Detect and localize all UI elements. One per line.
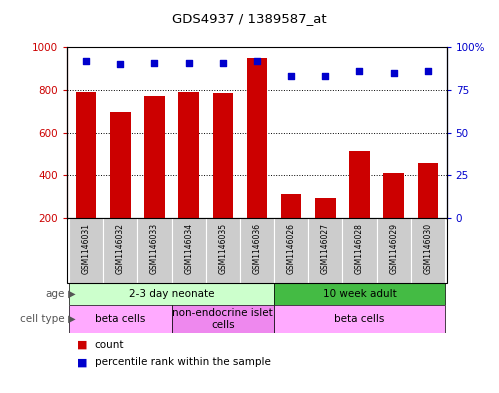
Text: cell type: cell type — [20, 314, 65, 324]
Point — [185, 59, 193, 66]
Text: non-endocrine islet
cells: non-endocrine islet cells — [173, 308, 273, 329]
Text: GDS4937 / 1389587_at: GDS4937 / 1389587_at — [172, 12, 327, 25]
Bar — [69, 218, 103, 283]
Text: GSM1146030: GSM1146030 — [423, 223, 432, 274]
Point — [355, 68, 363, 74]
Bar — [308, 218, 342, 283]
Text: beta cells: beta cells — [95, 314, 146, 324]
Bar — [69, 283, 274, 305]
Bar — [69, 305, 172, 333]
Text: 2-3 day neonate: 2-3 day neonate — [129, 289, 215, 299]
Text: GSM1146029: GSM1146029 — [389, 223, 398, 274]
Text: percentile rank within the sample: percentile rank within the sample — [95, 357, 270, 367]
Bar — [172, 218, 206, 283]
Text: ■: ■ — [77, 357, 88, 367]
Text: GSM1146036: GSM1146036 — [252, 223, 261, 274]
Text: age: age — [45, 289, 65, 299]
Bar — [206, 218, 240, 283]
Bar — [144, 96, 165, 218]
Text: count: count — [95, 340, 124, 350]
Bar — [274, 283, 445, 305]
Bar — [179, 92, 199, 218]
Bar — [418, 163, 438, 218]
Bar — [383, 173, 404, 218]
Bar — [342, 218, 377, 283]
Text: beta cells: beta cells — [334, 314, 385, 324]
Bar — [247, 58, 267, 218]
Bar — [281, 193, 301, 218]
Text: ▶: ▶ — [65, 314, 76, 324]
Text: 10 week adult: 10 week adult — [323, 289, 396, 299]
Bar — [411, 218, 445, 283]
Bar — [137, 218, 172, 283]
Bar — [274, 305, 445, 333]
Text: GSM1146027: GSM1146027 — [321, 223, 330, 274]
Text: GSM1146032: GSM1146032 — [116, 223, 125, 274]
Text: ■: ■ — [77, 340, 88, 350]
Point — [82, 58, 90, 64]
Bar — [377, 218, 411, 283]
Bar — [349, 151, 370, 218]
Bar — [172, 305, 274, 333]
Point — [253, 58, 261, 64]
Text: GSM1146028: GSM1146028 — [355, 223, 364, 274]
Point — [151, 59, 159, 66]
Text: GSM1146031: GSM1146031 — [82, 223, 91, 274]
Bar — [103, 218, 137, 283]
Point — [116, 61, 124, 67]
Point — [219, 59, 227, 66]
Point — [321, 73, 329, 79]
Bar — [274, 218, 308, 283]
Point — [287, 73, 295, 79]
Point — [390, 70, 398, 76]
Text: GSM1146033: GSM1146033 — [150, 223, 159, 274]
Point — [424, 68, 432, 74]
Text: GSM1146035: GSM1146035 — [219, 223, 228, 274]
Text: GSM1146026: GSM1146026 — [286, 223, 295, 274]
Bar — [240, 218, 274, 283]
Bar — [110, 112, 131, 218]
Bar — [315, 198, 335, 218]
Text: GSM1146034: GSM1146034 — [184, 223, 193, 274]
Text: ▶: ▶ — [65, 289, 76, 299]
Bar — [76, 92, 96, 218]
Bar — [213, 93, 233, 218]
